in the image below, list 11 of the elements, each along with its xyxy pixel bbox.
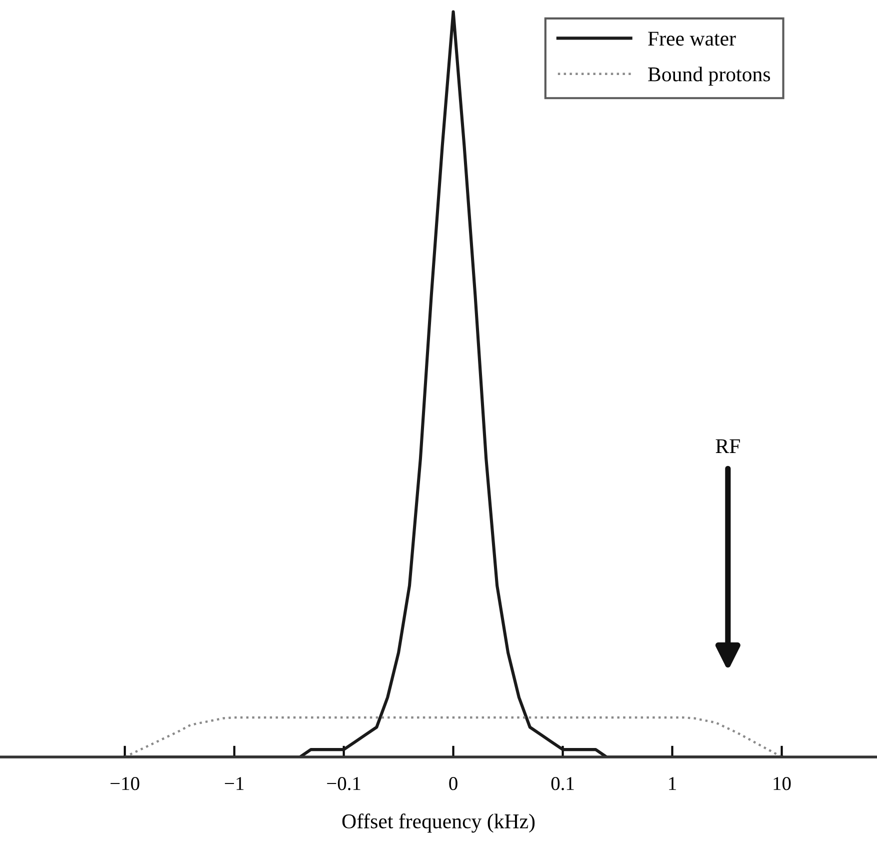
x-tick-label: −10 (110, 777, 140, 790)
annotation: RF (716, 439, 740, 453)
x-axis-title: Offset frequency (kHz) (342, 814, 535, 833)
x-tick-label: 10 (774, 777, 791, 790)
x-tick-label: 0 (449, 777, 458, 790)
legend-label: Bound protons (648, 66, 770, 86)
legend-label: Free water (648, 32, 736, 46)
x-tick-label: −1 (224, 777, 244, 790)
x-tick-label: 1 (669, 777, 676, 790)
x-tick-label: −0.1 (327, 777, 360, 790)
x-tick-label: 0.1 (551, 777, 574, 790)
